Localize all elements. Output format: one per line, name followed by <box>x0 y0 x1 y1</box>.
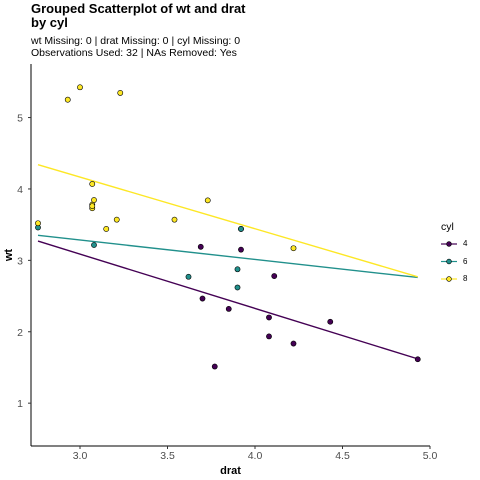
point-cyl-8 <box>117 90 124 96</box>
legend-key-point-4 <box>446 241 452 247</box>
point-cyl-4 <box>197 243 204 250</box>
y-tick-label: 3 <box>17 255 23 267</box>
point-cyl-8 <box>77 84 83 91</box>
legend-label-cyl-8: 8 <box>463 274 468 283</box>
point-cyl-8 <box>204 197 211 204</box>
point-cyl-4 <box>290 340 297 347</box>
point-cyl-8 <box>171 216 178 223</box>
y-tick-label: 5 <box>17 113 23 125</box>
point-cyl-4 <box>414 356 421 363</box>
point-cyl-4 <box>199 295 206 302</box>
point-cyl-4 <box>271 273 278 279</box>
y-tick-label: 1 <box>17 398 23 410</box>
point-cyl-8 <box>113 216 120 223</box>
legend-label-cyl-4: 4 <box>463 239 468 248</box>
point-cyl-8 <box>91 197 97 203</box>
legend-label-cyl-6: 6 <box>463 256 468 266</box>
point-cyl-6 <box>234 284 241 291</box>
fit-line-cyl-4 <box>37 240 418 360</box>
legend-title: cyl <box>441 221 454 233</box>
point-cyl-6 <box>234 266 241 273</box>
point-cyl-4 <box>327 318 334 325</box>
legend-key-point-8 <box>446 276 452 282</box>
point-cyl-6 <box>91 242 97 248</box>
point-cyl-8 <box>103 226 110 232</box>
x-axis-label: drat <box>220 465 241 477</box>
point-cyl-6 <box>185 273 192 280</box>
point-cyl-8 <box>89 181 96 187</box>
point-cyl-8 <box>64 96 71 103</box>
chart-title: Grouped Scatterplot of wt and drat by cy… <box>31 1 246 30</box>
point-cyl-4 <box>225 306 232 312</box>
point-cyl-4 <box>266 333 272 340</box>
point-cyl-4 <box>211 363 218 370</box>
y-axis-label: wt <box>3 249 15 263</box>
x-tick-label: 4.5 <box>335 450 350 462</box>
fit-line-cyl-6 <box>37 234 418 279</box>
chart-subtitle: wt Missing: 0 | drat Missing: 0 | cyl Mi… <box>31 35 241 59</box>
point-cyl-4 <box>266 314 272 321</box>
x-tick-label: 3.5 <box>160 450 175 462</box>
point-cyl-8 <box>35 220 41 227</box>
fit-line-cyl-8 <box>37 164 418 278</box>
point-cyl-4 <box>238 246 244 253</box>
x-tick-label: 4.0 <box>248 450 263 462</box>
point-cyl-6 <box>238 226 244 232</box>
y-tick-label: 2 <box>17 327 23 339</box>
legend-key-point-6 <box>446 258 452 265</box>
point-cyl-8 <box>290 245 297 252</box>
point-cyl-8 <box>89 203 96 209</box>
y-tick-label: 4 <box>17 184 23 196</box>
x-tick-label: 3.0 <box>73 450 88 462</box>
x-tick-label: 5.0 <box>423 450 438 462</box>
